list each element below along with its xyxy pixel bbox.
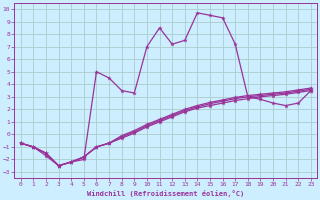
X-axis label: Windchill (Refroidissement éolien,°C): Windchill (Refroidissement éolien,°C) — [87, 190, 244, 197]
